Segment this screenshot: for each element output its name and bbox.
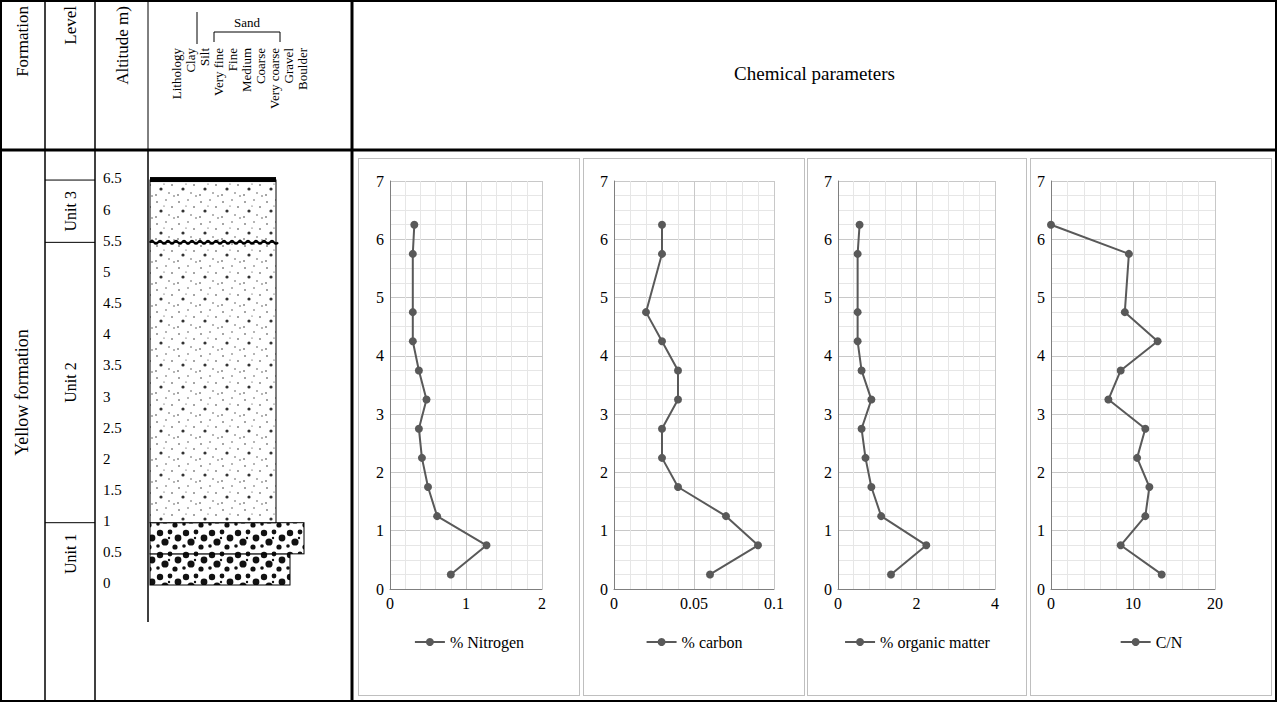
svg-text:2: 2 [1037,464,1045,481]
svg-text:0: 0 [1037,581,1045,598]
svg-text:6: 6 [600,231,608,248]
svg-text:7: 7 [824,173,832,190]
svg-text:0.5: 0.5 [103,544,122,560]
svg-text:1: 1 [1037,522,1045,539]
svg-text:4: 4 [600,347,608,364]
svg-text:20: 20 [1207,595,1223,612]
svg-text:Unit 2: Unit 2 [62,362,79,402]
svg-text:3: 3 [1037,406,1045,423]
svg-text:0: 0 [386,595,394,612]
svg-text:2.5: 2.5 [103,420,122,436]
svg-text:7: 7 [1037,173,1045,190]
svg-text:2: 2 [913,595,921,612]
svg-text:Sand: Sand [234,15,261,30]
svg-text:0: 0 [824,581,832,598]
svg-text:1: 1 [462,595,470,612]
svg-text:1: 1 [824,522,832,539]
svg-text:5: 5 [1037,289,1045,306]
svg-text:5: 5 [824,289,832,306]
svg-text:6: 6 [1037,231,1045,248]
svg-text:5.5: 5.5 [103,233,122,249]
svg-text:1.5: 1.5 [103,482,122,498]
svg-text:Coarse: Coarse [253,48,268,84]
svg-text:Altitude m): Altitude m) [113,6,132,85]
svg-text:0.05: 0.05 [680,595,708,612]
svg-text:3: 3 [824,406,832,423]
svg-text:0.1: 0.1 [764,595,784,612]
svg-text:6: 6 [824,231,832,248]
svg-text:Clay: Clay [183,48,198,73]
svg-text:2: 2 [824,464,832,481]
svg-text:Silt: Silt [197,48,212,66]
svg-text:6: 6 [103,202,111,218]
svg-text:5: 5 [376,289,384,306]
svg-text:Yellow formation: Yellow formation [12,329,32,456]
svg-text:3: 3 [376,406,384,423]
svg-text:C/N: C/N [1156,634,1183,651]
svg-text:Boulder: Boulder [295,47,310,90]
svg-text:4: 4 [1037,347,1045,364]
svg-text:4: 4 [376,347,384,364]
svg-text:Medium: Medium [239,48,254,92]
svg-text:Level: Level [61,6,80,45]
svg-text:5: 5 [103,264,111,280]
svg-text:5: 5 [600,289,608,306]
svg-text:% organic matter: % organic matter [880,634,991,652]
svg-text:2: 2 [600,464,608,481]
svg-text:3: 3 [600,406,608,423]
svg-text:4: 4 [103,326,111,342]
svg-text:4: 4 [991,595,999,612]
svg-text:10: 10 [1125,595,1141,612]
svg-text:3.5: 3.5 [103,357,122,373]
svg-text:Formation: Formation [13,6,32,77]
svg-text:4.5: 4.5 [103,295,122,311]
svg-text:% Nitrogen: % Nitrogen [450,634,524,652]
svg-text:2: 2 [376,464,384,481]
svg-text:0: 0 [834,595,842,612]
svg-text:4: 4 [824,347,832,364]
svg-text:0: 0 [600,581,608,598]
svg-text:6: 6 [376,231,384,248]
svg-text:2: 2 [103,451,111,467]
svg-text:Very fine: Very fine [211,48,226,96]
svg-text:7: 7 [376,173,384,190]
svg-text:Unit 1: Unit 1 [62,534,79,574]
svg-text:0: 0 [1047,595,1055,612]
svg-text:0: 0 [610,595,618,612]
svg-text:Chemical parameters: Chemical parameters [734,63,895,84]
svg-text:Fine: Fine [225,48,240,71]
svg-text:1: 1 [600,522,608,539]
svg-text:Lithology: Lithology [169,48,184,100]
svg-text:1: 1 [376,522,384,539]
svg-text:3: 3 [103,389,111,405]
svg-text:6.5: 6.5 [103,170,122,186]
svg-text:Very coarse: Very coarse [267,48,282,109]
svg-text:0: 0 [376,581,384,598]
svg-text:% carbon: % carbon [682,634,743,651]
svg-text:Gravel: Gravel [281,48,296,84]
svg-text:1: 1 [103,513,111,529]
svg-text:Unit 3: Unit 3 [62,191,79,231]
svg-text:2: 2 [538,595,546,612]
svg-text:7: 7 [600,173,608,190]
svg-text:0: 0 [103,575,111,591]
